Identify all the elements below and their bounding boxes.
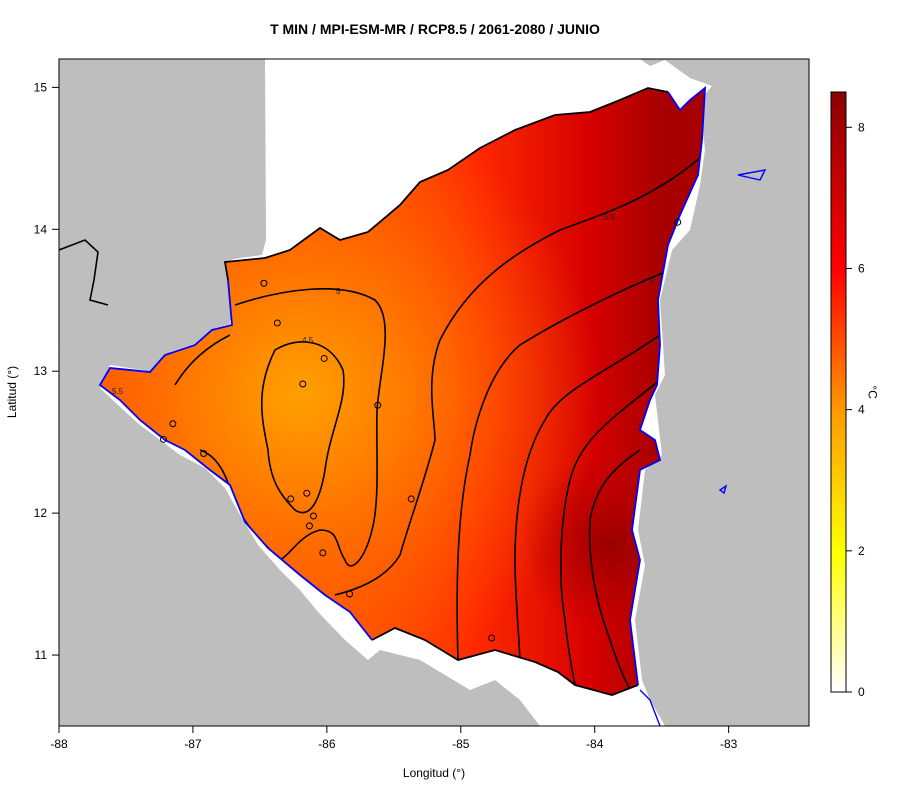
station-marker bbox=[169, 420, 177, 428]
contour-4-5 bbox=[261, 341, 345, 514]
station-marker bbox=[319, 549, 327, 557]
station-marker bbox=[299, 380, 307, 388]
colorbar-tick-label: 0 bbox=[858, 685, 865, 699]
station-marker bbox=[273, 319, 281, 327]
colorbar bbox=[830, 91, 847, 693]
land-border-south bbox=[371, 627, 639, 696]
y-axis-label: Latitud (°) bbox=[5, 365, 19, 419]
station-marker bbox=[159, 435, 167, 443]
contour-label: 6 bbox=[650, 275, 655, 284]
contour-6-5 bbox=[514, 334, 661, 669]
plot-frame bbox=[58, 58, 810, 727]
colorbar-unit: °C bbox=[865, 385, 880, 399]
gulf-of-fonseca bbox=[59, 59, 265, 380]
contour-7 bbox=[560, 379, 661, 686]
contour-6 bbox=[456, 269, 671, 661]
contour-label: 5.5 bbox=[604, 213, 616, 222]
pacific-sea bbox=[540, 690, 665, 726]
contour-label: 4.5 bbox=[302, 336, 314, 345]
colorbar-tick-label: 6 bbox=[858, 261, 865, 275]
station-marker bbox=[374, 401, 382, 409]
coastline bbox=[98, 86, 707, 686]
station-marker bbox=[309, 512, 317, 520]
land-border bbox=[223, 87, 669, 281]
y-axis: 11 12 13 14 15 bbox=[34, 80, 59, 662]
station-marker bbox=[305, 522, 313, 530]
contour-label: 5.5 bbox=[112, 387, 124, 396]
map-title: T MIN / MPI-ESM-MR / RCP8.5 / 2061-2080 … bbox=[270, 21, 600, 37]
contour-7-5 bbox=[588, 449, 641, 691]
x-axis: -88 -87 -86 -85 -84 -83 bbox=[50, 726, 738, 751]
map-area: 4.5 5 5.5 6 5.5 bbox=[59, 59, 809, 726]
y-tick-label: 14 bbox=[34, 222, 48, 236]
station-marker bbox=[407, 495, 415, 503]
x-tick-label: -88 bbox=[50, 737, 68, 751]
colorbar-ticks: 0 2 4 6 8 bbox=[846, 120, 865, 699]
station-marker bbox=[260, 279, 268, 287]
station-marker bbox=[346, 590, 354, 598]
contour-5-5-a bbox=[174, 334, 231, 386]
lake-outline bbox=[639, 169, 767, 726]
station-marker bbox=[674, 218, 682, 226]
stations-group bbox=[159, 218, 682, 642]
colorbar-tick-label: 4 bbox=[858, 403, 865, 417]
y-tick-label: 13 bbox=[34, 364, 48, 378]
y-tick-label: 15 bbox=[34, 80, 48, 94]
contour-label-group: 4.5 5 5.5 6 5.5 bbox=[112, 213, 655, 396]
honduras-border bbox=[59, 239, 109, 306]
x-tick-label: -86 bbox=[318, 737, 336, 751]
station-marker bbox=[303, 489, 311, 497]
station-marker bbox=[200, 450, 208, 458]
x-tick-label: -83 bbox=[720, 737, 738, 751]
station-marker bbox=[320, 354, 328, 362]
colorbar-tick-label: 2 bbox=[858, 544, 865, 558]
y-tick-label: 12 bbox=[34, 506, 48, 520]
x-tick-label: -87 bbox=[184, 737, 202, 751]
colorbar-tick-label: 8 bbox=[858, 120, 865, 134]
x-tick-label: -85 bbox=[452, 737, 470, 751]
contour-label: 5 bbox=[336, 287, 341, 296]
station-marker bbox=[287, 495, 295, 503]
x-tick-label: -84 bbox=[586, 737, 604, 751]
y-tick-label: 11 bbox=[35, 648, 48, 662]
x-axis-label: Longitud (°) bbox=[402, 766, 466, 780]
contour-5-5-b bbox=[334, 157, 701, 596]
station-marker bbox=[488, 634, 496, 642]
